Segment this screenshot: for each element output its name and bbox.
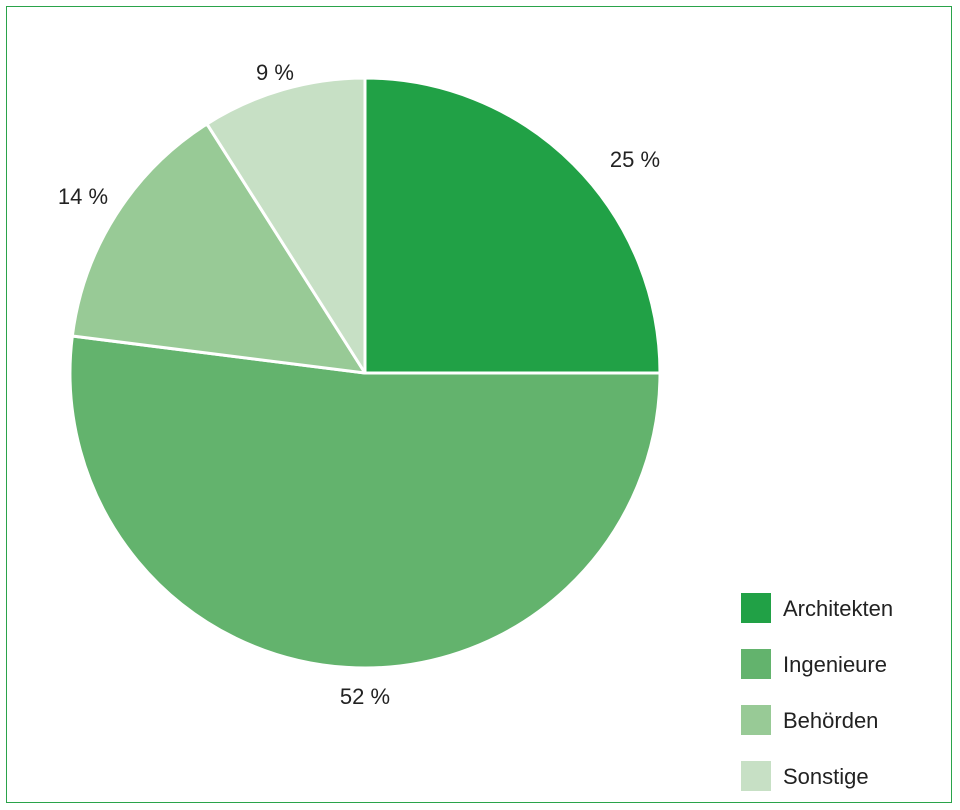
legend-label-behörden: Behörden — [783, 708, 878, 733]
legend: Architekten Ingenieure Behörden Sonstige — [741, 593, 893, 791]
legend-swatch-ingenieure — [741, 649, 771, 679]
legend-swatch-architekten — [741, 593, 771, 623]
slice-label-sonstige: 9 % — [256, 60, 294, 85]
legend-label-ingenieure: Ingenieure — [783, 652, 887, 677]
pie-slice-architekten — [363, 76, 662, 375]
pie-slice-sonstige — [205, 76, 367, 375]
pie-chart: 25 % 52 % 14 % 9 % Architekten Ingenieure Beh… — [58, 60, 893, 791]
legend-swatch-sonstige — [741, 761, 771, 791]
slice-label-ingenieure: 52 % — [340, 684, 390, 709]
legend-label-sonstige: Sonstige — [783, 764, 869, 789]
slice-label-behörden: 14 % — [58, 184, 108, 209]
legend-label-architekten: Architekten — [783, 596, 893, 621]
pie-slice-ingenieure — [68, 334, 662, 670]
chart-frame: 25 % 52 % 14 % 9 % Architekten Ingenieure Beh… — [6, 6, 952, 803]
legend-swatch-behörden — [741, 705, 771, 735]
slice-label-architekten: 25 % — [610, 147, 660, 172]
pie-slice-behörden — [70, 122, 367, 375]
